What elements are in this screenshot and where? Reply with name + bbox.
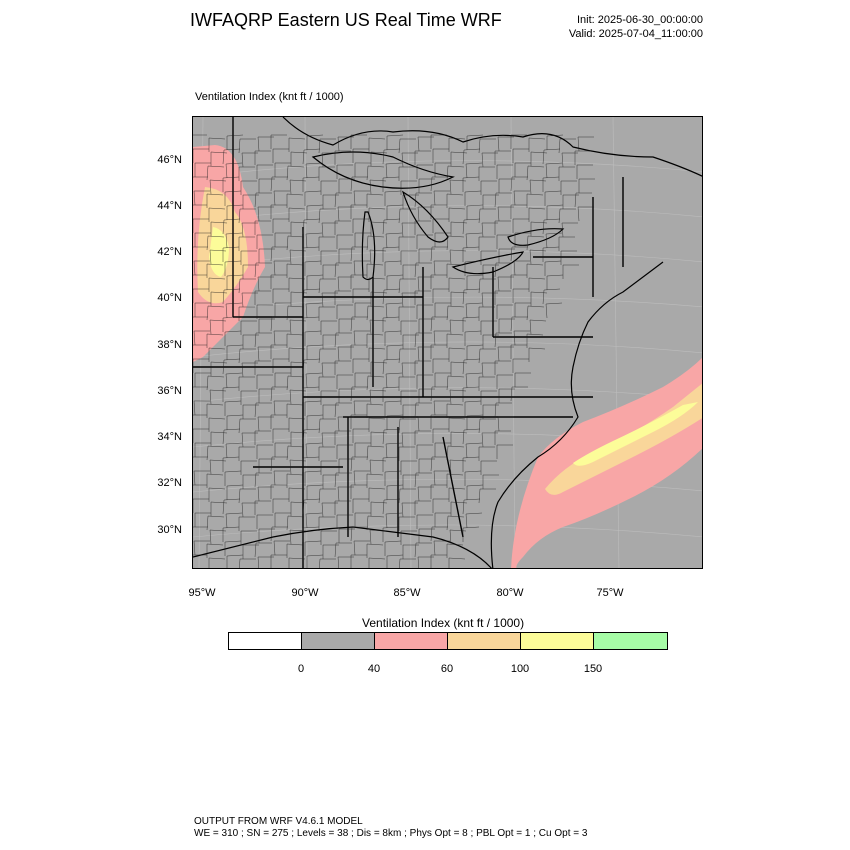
- lat-label: 38°N: [157, 339, 182, 351]
- plume-east-yellow: [573, 402, 698, 466]
- lon-label: 95°W: [188, 587, 216, 599]
- legend-swatch: [229, 633, 302, 649]
- legend-swatch: [448, 633, 521, 649]
- valid-time: Valid: 2025-07-04_11:00:00: [568, 28, 703, 40]
- legend-swatch: [375, 633, 448, 649]
- county-borders: [193, 134, 595, 568]
- page-title: IWFAQRP Eastern US Real Time WRF: [190, 10, 502, 30]
- lon-label: 80°W: [496, 587, 524, 599]
- county-lines: [193, 134, 595, 568]
- model-info-line-1: OUTPUT FROM WRF V4.6.1 MODEL: [194, 816, 363, 827]
- map-canvas: [193, 117, 702, 568]
- map-panel: [192, 116, 703, 569]
- lon-label: 75°W: [596, 587, 624, 599]
- lat-label: 36°N: [157, 385, 182, 397]
- color-legend: [228, 632, 668, 650]
- legend-swatch: [521, 633, 594, 649]
- legend-title: Ventilation Index (knt ft / 1000): [362, 616, 525, 630]
- legend-swatch: [302, 633, 375, 649]
- legend-swatch: [594, 633, 667, 649]
- lat-label: 30°N: [157, 524, 182, 536]
- lat-label: 32°N: [157, 477, 182, 489]
- lat-label: 34°N: [157, 431, 182, 443]
- lat-label: 44°N: [157, 200, 182, 212]
- legend-tick: 0: [297, 663, 305, 675]
- coastlines: [193, 117, 702, 568]
- legend-tick: 100: [510, 663, 530, 675]
- init-time: Init: 2025-06-30_00:00:00: [577, 14, 703, 26]
- lat-label: 40°N: [157, 292, 182, 304]
- lon-label: 85°W: [393, 587, 421, 599]
- lat-label: 46°N: [157, 154, 182, 166]
- model-info-line-2: WE = 310 ; SN = 275 ; Levels = 38 ; Dis …: [194, 828, 588, 839]
- map-subtitle: Ventilation Index (knt ft / 1000): [195, 91, 344, 103]
- legend-tick: 150: [583, 663, 603, 675]
- lat-label: 42°N: [157, 246, 182, 258]
- legend-tick: 60: [440, 663, 454, 675]
- lon-label: 90°W: [291, 587, 319, 599]
- legend-tick: 40: [367, 663, 381, 675]
